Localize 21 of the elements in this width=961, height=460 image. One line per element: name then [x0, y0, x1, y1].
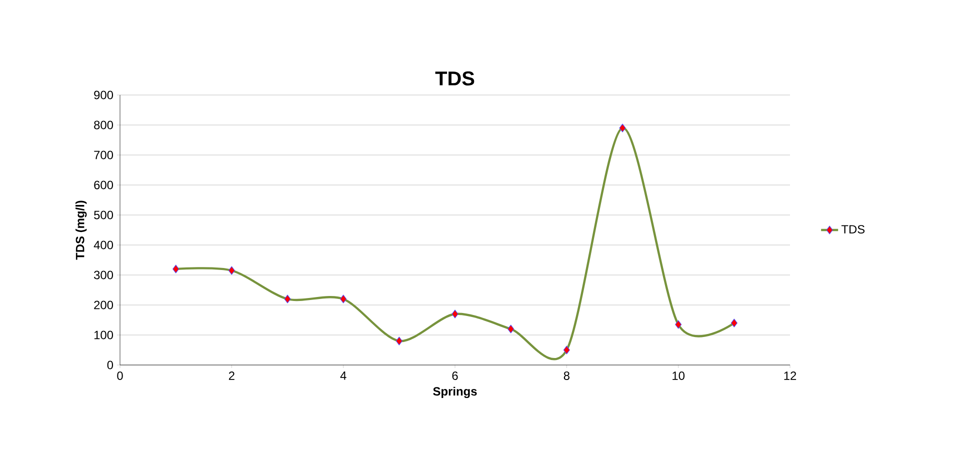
y-tick-label: 500 — [94, 210, 114, 220]
y-tick-label: 200 — [94, 300, 114, 310]
x-tick-label: 12 — [784, 372, 796, 380]
y-tick-label: 300 — [94, 270, 114, 280]
x-tick-label: 4 — [340, 372, 346, 380]
x-tick-label: 6 — [452, 372, 458, 380]
legend-label: TDS — [841, 225, 865, 234]
x-axis-title: Springs — [433, 386, 477, 398]
y-tick-label: 400 — [94, 240, 114, 250]
x-tick-label: 0 — [117, 372, 123, 380]
chart-title: TDS — [435, 71, 474, 86]
y-tick-label: 600 — [94, 180, 114, 190]
x-tick-label: 8 — [564, 372, 570, 380]
y-tick-label: 900 — [94, 90, 114, 100]
x-tick-label: 10 — [672, 372, 685, 380]
x-tick-label: 2 — [228, 372, 234, 380]
y-tick-label: 800 — [94, 120, 114, 130]
y-tick-label: 100 — [94, 330, 114, 340]
y-tick-label: 0 — [107, 360, 114, 370]
y-axis-title: TDS (mg/l) — [76, 200, 87, 260]
y-tick-label: 700 — [94, 150, 114, 160]
